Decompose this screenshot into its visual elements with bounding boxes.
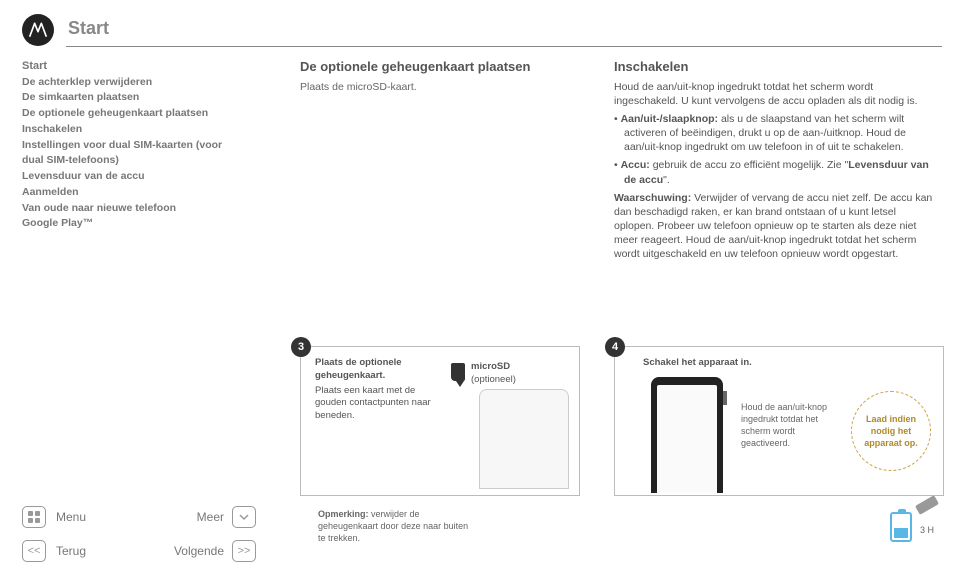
table-of-contents: Start De achterklep verwijderen De simka…: [22, 58, 242, 232]
battery-icon: [890, 512, 912, 542]
toc-item[interactable]: Levensduur van de accu: [22, 169, 242, 185]
section-heading: Inschakelen: [614, 58, 934, 76]
warning: Waarschuwing: Verwijder of vervang de ac…: [614, 191, 934, 262]
section-heading: De optionele geheugenkaart plaatsen: [300, 58, 580, 76]
toc-item[interactable]: De optionele geheugenkaart plaatsen: [22, 106, 242, 122]
bullet-lead: Accu:: [621, 159, 650, 171]
chevron-down-icon: [238, 511, 250, 523]
charge-bubble: Laad indien nodig het apparaat op.: [851, 391, 931, 471]
charger-plug-icon: [915, 495, 939, 515]
step-4-panel: 4 Schakel het apparaat in. Houd de aan/u…: [614, 346, 944, 496]
toc-title: Start: [22, 58, 242, 75]
step-badge: 3: [291, 337, 311, 357]
bullet-lead: Aan/uit-/slaapknop:: [621, 113, 718, 125]
step4-hold-text: Houd de aan/uit-knop ingedrukt totdat he…: [741, 401, 841, 450]
toc-item[interactable]: De simkaarten plaatsen: [22, 90, 242, 106]
motorola-icon: [28, 20, 48, 40]
nav-menu-label[interactable]: Menu: [56, 509, 136, 525]
power-button-indicator: [723, 391, 727, 405]
step3-title: Plaats de optionele geheugenkaart.: [315, 357, 445, 383]
bottom-nav: Menu Meer << Terug Volgende >>: [22, 504, 258, 564]
step-badge: 4: [605, 337, 625, 357]
step-3-panel: 3 Plaats de optionele geheugenkaart. Pla…: [300, 346, 580, 496]
page-title: Start: [68, 16, 109, 40]
step3-note: Opmerking: verwijder de geheugenkaart do…: [318, 508, 478, 544]
nav-volgende-label[interactable]: Volgende: [144, 543, 224, 559]
section-sub: Plaats de microSD-kaart.: [300, 80, 580, 94]
more-icon-button[interactable]: [232, 506, 256, 528]
top-divider: [66, 46, 942, 47]
menu-icon-button[interactable]: [22, 506, 46, 528]
toc-item[interactable]: Google Play™: [22, 216, 242, 232]
step3-body: Plaats een kaart met de gouden contactpu…: [315, 385, 431, 422]
paragraph: Houd de aan/uit-knop ingedrukt totdat he…: [614, 80, 934, 108]
back-button[interactable]: <<: [22, 540, 46, 562]
bullet-tail: ".: [663, 174, 670, 186]
nav-meer-label[interactable]: Meer: [144, 509, 224, 525]
nav-terug-label[interactable]: Terug: [56, 543, 136, 559]
toc-item[interactable]: De achterklep verwijderen: [22, 75, 242, 91]
phone-front-illustration: [651, 377, 723, 493]
forward-button[interactable]: >>: [232, 540, 256, 562]
microsd-name: microSD: [471, 361, 510, 372]
column-middle: De optionele geheugenkaart plaatsen Plaa…: [300, 58, 580, 94]
toc-item[interactable]: Instellingen voor dual SIM-kaarten (voor…: [22, 138, 242, 170]
grid-icon: [28, 511, 40, 523]
microsd-icon: [451, 363, 465, 381]
bullet: Accu: gebruik de accu zo efficiënt mogel…: [624, 158, 934, 186]
motorola-logo: [22, 14, 54, 46]
microsd-label: microSD (optioneel): [471, 361, 516, 387]
toc-item[interactable]: Inschakelen: [22, 122, 242, 138]
phone-back-illustration: [479, 389, 569, 489]
charge-time-label: 3 H: [920, 524, 934, 536]
step3-text: Plaats de optionele geheugenkaart. Plaat…: [315, 357, 445, 423]
step4-title: Schakel het apparaat in.: [643, 357, 752, 370]
note-lead: Opmerking:: [318, 509, 369, 519]
toc-item[interactable]: Aanmelden: [22, 185, 242, 201]
warn-lead: Waarschuwing:: [614, 192, 691, 204]
microsd-sub: (optioneel): [471, 374, 516, 385]
column-right: Inschakelen Houd de aan/uit-knop ingedru…: [614, 58, 934, 266]
toc-item[interactable]: Van oude naar nieuwe telefoon: [22, 201, 242, 217]
bullet: Aan/uit-/slaapknop: als u de slaapstand …: [624, 112, 934, 155]
bullet-body: gebruik de accu zo efficiënt mogelijk. Z…: [650, 159, 848, 171]
